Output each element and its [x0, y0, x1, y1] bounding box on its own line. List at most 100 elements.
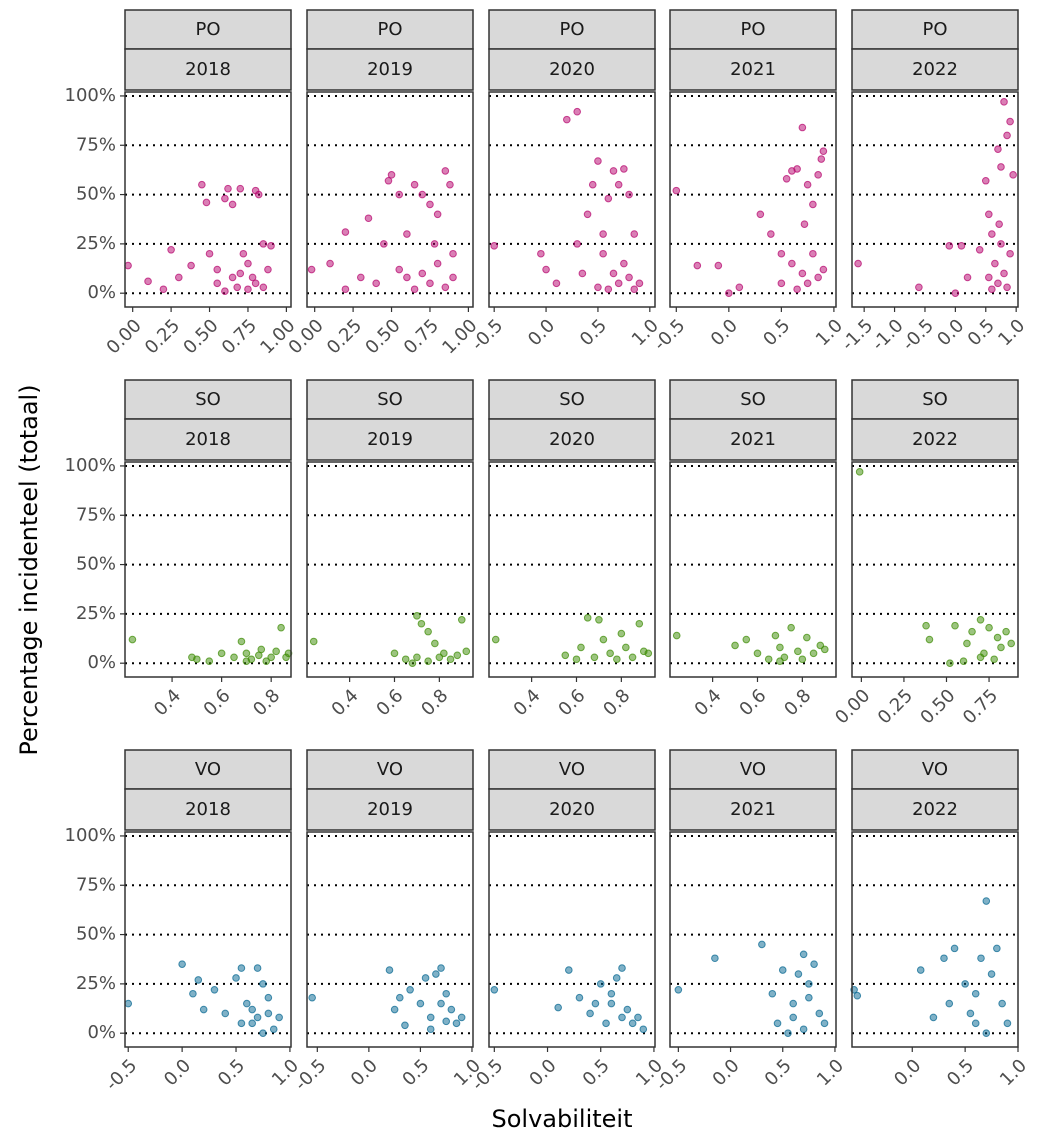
x-tick-label: -0.5 — [898, 315, 938, 355]
point — [599, 635, 608, 644]
point — [390, 649, 399, 658]
point — [855, 468, 864, 476]
point — [997, 240, 1005, 248]
facet-label: 2019 — [367, 799, 413, 820]
point — [254, 190, 263, 199]
facet-label: PO — [922, 19, 947, 40]
point — [940, 954, 948, 963]
point — [591, 999, 600, 1008]
point — [410, 285, 419, 294]
point — [372, 279, 380, 288]
point — [784, 1029, 792, 1037]
x-tick-label: -0.5 — [468, 315, 508, 355]
facet-strip — [306, 9, 474, 50]
x-tick-label: 0.4 — [328, 685, 363, 720]
point — [537, 249, 545, 258]
point — [594, 157, 602, 165]
facet-strip — [306, 418, 474, 461]
panel-border — [488, 831, 656, 1048]
point — [418, 190, 427, 199]
facet-strip — [669, 48, 837, 91]
point — [213, 265, 222, 274]
x-tick-label: 0.8 — [599, 685, 634, 720]
panel-background — [670, 462, 836, 677]
point — [244, 285, 252, 294]
y-tick-label: 75% — [76, 874, 116, 895]
point — [243, 999, 251, 1008]
point — [674, 985, 683, 994]
x-tick-label: 0.75 — [959, 685, 1002, 728]
point — [971, 989, 980, 998]
x-tick-label: 1.0 — [994, 315, 1029, 350]
facet-strip — [669, 788, 837, 831]
point — [819, 265, 828, 274]
x-tick-label: 0.5 — [576, 315, 611, 350]
point — [1006, 249, 1014, 258]
point — [410, 180, 419, 189]
point — [442, 989, 450, 998]
point — [421, 974, 430, 982]
panel-background — [852, 92, 1018, 307]
facet-strip — [306, 379, 474, 420]
point — [995, 220, 1003, 228]
point — [128, 635, 137, 644]
point — [985, 273, 993, 282]
point — [590, 653, 599, 662]
point — [714, 261, 723, 270]
x-tick-label: 0.0 — [890, 1055, 925, 1090]
point — [237, 964, 246, 972]
facet-label: SO — [740, 389, 766, 410]
point — [618, 1013, 626, 1022]
point — [609, 269, 618, 278]
point — [457, 615, 466, 624]
point — [159, 285, 168, 294]
point — [413, 653, 421, 662]
point — [406, 985, 414, 994]
point — [985, 623, 993, 632]
point — [437, 964, 445, 972]
x-tick-label: -0.5 — [650, 315, 690, 355]
facet-label: 2019 — [367, 59, 413, 80]
point — [213, 279, 222, 288]
point — [198, 180, 206, 189]
point — [237, 637, 246, 646]
point — [793, 285, 801, 294]
y-tick-label: 0% — [87, 652, 116, 673]
point — [798, 269, 807, 278]
point — [269, 1025, 278, 1034]
point — [572, 655, 581, 664]
point — [251, 279, 260, 288]
facet-strip — [124, 418, 292, 461]
point — [385, 966, 394, 974]
point — [457, 1013, 466, 1022]
facet-label: 2021 — [730, 799, 776, 820]
x-tick-label: 0.4 — [150, 685, 185, 720]
x-tick-label: 0.0 — [709, 1055, 744, 1090]
point — [622, 643, 630, 652]
point — [854, 259, 862, 268]
x-tick-label: 0.5 — [579, 1055, 614, 1090]
point — [416, 999, 425, 1008]
facet-label: 2021 — [730, 59, 776, 80]
x-tick-label: -0.5 — [291, 1055, 331, 1095]
x-tick-label: 0.75 — [400, 315, 443, 358]
point — [417, 619, 426, 628]
point — [625, 273, 633, 282]
point — [602, 1019, 610, 1028]
point — [401, 655, 410, 664]
point — [805, 993, 813, 1002]
point — [794, 647, 802, 656]
point — [437, 999, 445, 1008]
facet-label: VO — [922, 759, 948, 780]
point — [230, 653, 238, 662]
facet-label: 2019 — [367, 429, 413, 450]
point — [620, 165, 628, 173]
point — [596, 980, 605, 988]
point — [452, 1019, 461, 1028]
panel-background — [125, 832, 291, 1047]
point — [725, 289, 733, 297]
point — [805, 980, 813, 988]
x-tick-label: 0.5 — [761, 1055, 796, 1090]
x-tick-label: 0.5 — [759, 315, 794, 350]
point — [224, 184, 232, 193]
